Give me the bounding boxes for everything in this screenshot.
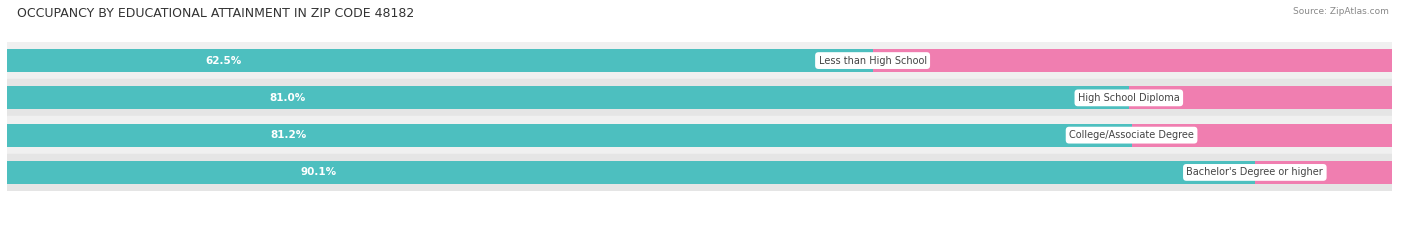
Text: Less than High School: Less than High School	[818, 56, 927, 65]
Bar	[1132, 123, 1392, 147]
Bar	[7, 42, 1392, 79]
Bar	[7, 154, 1392, 191]
Bar	[7, 161, 1254, 184]
Bar	[873, 49, 1392, 72]
Text: Bachelor's Degree or higher: Bachelor's Degree or higher	[1187, 168, 1323, 177]
Bar	[7, 79, 1392, 116]
Bar	[7, 116, 1392, 154]
Bar	[1254, 161, 1392, 184]
Text: OCCUPANCY BY EDUCATIONAL ATTAINMENT IN ZIP CODE 48182: OCCUPANCY BY EDUCATIONAL ATTAINMENT IN Z…	[17, 7, 415, 20]
Text: Source: ZipAtlas.com: Source: ZipAtlas.com	[1294, 7, 1389, 16]
Text: 90.1%: 90.1%	[301, 168, 337, 177]
Bar	[7, 123, 1132, 147]
Text: 81.0%: 81.0%	[270, 93, 305, 103]
Bar	[1129, 86, 1392, 110]
Text: High School Diploma: High School Diploma	[1078, 93, 1180, 103]
Bar	[7, 49, 873, 72]
Text: 81.2%: 81.2%	[270, 130, 307, 140]
Text: 62.5%: 62.5%	[205, 56, 242, 65]
Bar	[7, 86, 1129, 110]
Text: College/Associate Degree: College/Associate Degree	[1069, 130, 1194, 140]
